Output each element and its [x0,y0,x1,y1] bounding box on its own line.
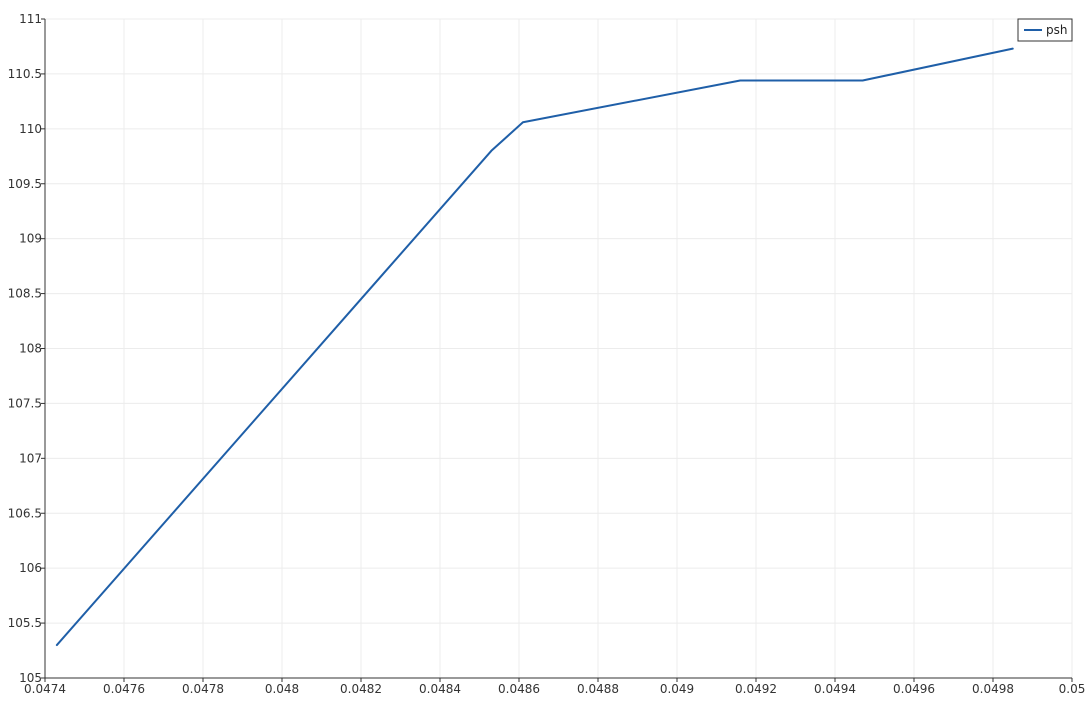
series-line-psh [55,47,1014,647]
x-tick-label: 0.0494 [814,682,856,696]
y-tick-label: 108.5 [8,287,42,301]
y-tick-label: 107 [19,451,42,465]
x-tick-label: 0.0482 [340,682,382,696]
legend-label-psh: psh [1046,23,1067,37]
x-tick-label: 0.0496 [893,682,935,696]
y-tick-label: 108 [19,342,42,356]
x-tick-label: 0.0476 [103,682,145,696]
x-tick-label: 0.05 [1059,682,1086,696]
legend-box [1017,18,1073,42]
y-tick-label: 109.5 [8,177,42,191]
x-tick-label: 0.048 [265,682,299,696]
series-layer [55,47,1014,647]
x-tick-label: 0.0498 [972,682,1014,696]
y-tick-label: 111 [19,12,42,26]
y-tick-label: 109 [19,232,42,246]
y-tick-label: 106 [19,561,42,575]
x-tick-label: 0.049 [660,682,694,696]
tick-labels: 0.0474 0.0476 0.0478 0.048 0.0482 0.0484 0.048… [8,12,1086,696]
y-tick-label: 107.5 [8,396,42,410]
x-tick-label: 0.0488 [577,682,619,696]
x-tick-label: 0.0478 [182,682,224,696]
x-tick-label: 0.0484 [419,682,461,696]
legend: psh [1017,18,1073,42]
x-tick-label: 0.0486 [498,682,540,696]
y-tick-label: 110.5 [8,67,42,81]
grid [44,18,1073,679]
y-tick-label: 110 [19,122,42,136]
y-tick-label: 105 [19,671,42,685]
y-tick-label: 105.5 [8,616,42,630]
y-tick-label: 106.5 [8,506,42,520]
x-tick-label: 0.0474 [24,682,66,696]
axes [41,18,1073,682]
x-tick-label: 0.0492 [735,682,777,696]
